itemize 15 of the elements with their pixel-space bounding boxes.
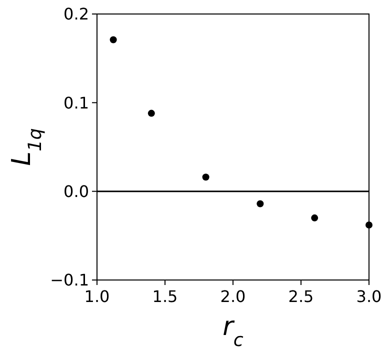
y-tick-label: −0.1 <box>50 270 89 290</box>
x-tick-label: 3.0 <box>356 287 382 306</box>
y-tick-label: 0.0 <box>64 182 89 201</box>
point <box>110 36 117 44</box>
x-tick-label: 2.5 <box>288 287 314 306</box>
point <box>202 174 210 181</box>
y-tick-label: 0.2 <box>64 4 89 24</box>
x-tick-label: 2.0 <box>220 287 246 306</box>
x-axis-title: r$_{c}$ <box>222 312 244 347</box>
point <box>148 110 155 117</box>
x-tick-label: 1.5 <box>152 287 178 306</box>
point <box>311 214 318 222</box>
x-tick-label: 1.0 <box>84 287 110 306</box>
point <box>256 200 264 208</box>
y-tick-label: 0.1 <box>64 93 89 112</box>
